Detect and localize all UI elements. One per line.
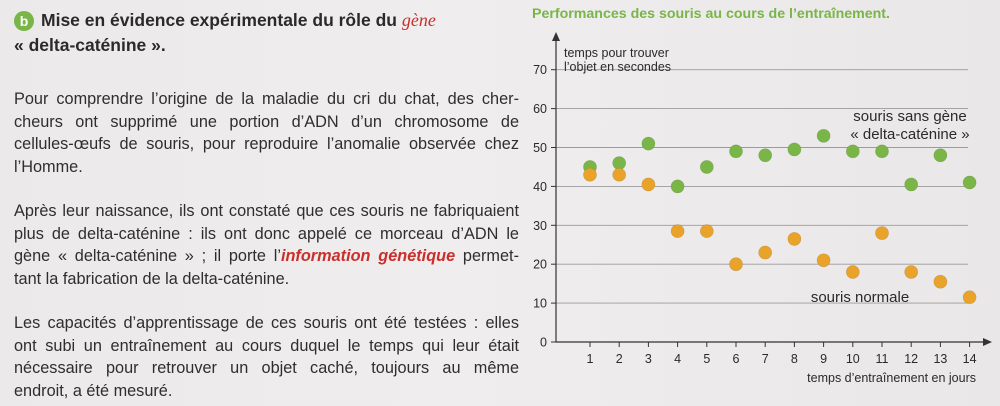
- point-mutant-mouse: [729, 144, 743, 159]
- chart-title: Performances des souris au cours de l’en…: [532, 6, 890, 22]
- paragraph-line: l’Homme.: [14, 157, 83, 176]
- y-tick-label: 50: [533, 141, 547, 155]
- point-normal-mouse: [933, 274, 948, 289]
- x-tick-label: 8: [791, 352, 798, 366]
- paragraph-line: ont subi un entraînement au cours duquel…: [14, 336, 519, 355]
- point-mutant-mouse: [758, 148, 773, 163]
- x-tick-label: 6: [733, 352, 740, 366]
- heading-gene-name: « delta-caténine ».: [14, 35, 166, 55]
- point-mutant-mouse: [670, 179, 685, 194]
- point-normal-mouse: [845, 265, 860, 279]
- section-heading: b Mise en évidence expérimentale du rôle…: [14, 8, 519, 58]
- x-tick-label: 9: [820, 352, 827, 366]
- point-normal-mouse: [641, 177, 656, 192]
- paragraph-line: tant la fabrication de la delta-caténine…: [14, 269, 290, 288]
- paragraph-line: Les capacités d’apprentissage de ces sou…: [14, 314, 519, 332]
- y-axis-label: temps pour trouver: [564, 46, 669, 60]
- information-genetique-term: information génétique: [280, 247, 456, 266]
- paragraph-line-mixed: gène « delta-caténine » ; il porte l’inf…: [14, 245, 519, 268]
- x-tick-label: 11: [876, 352, 889, 366]
- x-tick-label: 10: [846, 352, 860, 366]
- point-mutant-mouse: [845, 144, 860, 159]
- y-tick-label: 70: [533, 63, 547, 77]
- point-normal-mouse: [904, 265, 919, 279]
- y-tick-label: 0: [540, 336, 547, 350]
- x-tick-label: 14: [963, 352, 977, 366]
- y-tick-label: 20: [533, 258, 547, 272]
- series-label-normal: souris normale: [811, 289, 909, 306]
- x-tick-label: 4: [674, 352, 681, 366]
- point-mutant-mouse: [612, 156, 627, 170]
- y-axis-label: l’objet en secondes: [564, 60, 671, 74]
- y-tick-label: 10: [533, 297, 547, 311]
- text-column: b Mise en évidence expérimentale du rôle…: [14, 8, 519, 400]
- paragraph-line: Pour comprendre l’origine de la maladie …: [14, 90, 519, 108]
- series-label-mutant: souris sans gène: [853, 108, 966, 125]
- paragraph-line: Après leur naissance, ils ont constaté q…: [14, 202, 519, 220]
- point-mutant-mouse: [875, 144, 889, 159]
- paragraph-1: Pour comprendre l’origine de la maladie …: [14, 88, 519, 178]
- point-normal-mouse: [670, 224, 685, 239]
- point-normal-mouse: [816, 253, 831, 268]
- x-axis-arrow: [983, 338, 992, 346]
- paragraph-line: cheurs ont supprimé une portion d’ADN d’…: [14, 112, 519, 131]
- point-normal-mouse: [583, 167, 597, 182]
- point-mutant-mouse: [962, 175, 977, 190]
- x-tick-label: 3: [645, 352, 652, 366]
- point-mutant-mouse: [787, 142, 802, 157]
- y-tick-label: 40: [533, 180, 547, 194]
- paragraph-3: Les capacités d’apprentissage de ces sou…: [14, 312, 519, 402]
- y-axis-arrow: [552, 32, 560, 41]
- point-normal-mouse: [699, 224, 714, 239]
- paragraph-line: plus de delta-caténine : ils ont donc ap…: [14, 224, 519, 243]
- x-tick-label: 2: [616, 352, 623, 366]
- point-mutant-mouse: [933, 148, 948, 163]
- point-mutant-mouse: [904, 177, 919, 192]
- point-mutant-mouse: [816, 128, 831, 143]
- x-tick-label: 12: [904, 352, 918, 366]
- point-normal-mouse: [729, 257, 743, 272]
- point-mutant-mouse: [641, 136, 656, 151]
- heading-gene-word: gène: [401, 10, 436, 30]
- paragraph-line: cellules-œufs de souris, pour reproduire…: [14, 135, 519, 154]
- point-normal-mouse: [612, 167, 627, 182]
- x-tick-label: 1: [587, 352, 594, 366]
- paragraph-2: Après leur naissance, ils ont constaté q…: [14, 200, 519, 290]
- point-normal-mouse: [758, 245, 773, 260]
- section-badge: b: [14, 11, 34, 31]
- paragraph-fragment: gène « delta-caténine » ; il porte l’: [14, 247, 281, 266]
- x-tick-label: 13: [933, 352, 947, 366]
- y-tick-label: 30: [533, 219, 547, 233]
- paragraph-line: nécessaire pour retrouver un objet caché…: [14, 359, 519, 378]
- point-normal-mouse: [962, 290, 977, 305]
- paragraph-fragment: permet-: [455, 247, 519, 266]
- x-axis-label: temps d’entraînement en jours: [807, 371, 976, 385]
- heading-text: Mise en évidence expérimentale du rôle d…: [41, 10, 397, 30]
- x-tick-label: 7: [762, 352, 769, 366]
- x-tick-label: 5: [703, 352, 710, 366]
- paragraph-line: endroit, a été mesuré.: [14, 381, 173, 400]
- y-tick-label: 60: [533, 102, 547, 116]
- point-normal-mouse: [875, 226, 889, 240]
- point-mutant-mouse: [699, 160, 714, 174]
- point-normal-mouse: [787, 232, 802, 246]
- series-label-mutant: « delta-caténine »: [850, 126, 969, 143]
